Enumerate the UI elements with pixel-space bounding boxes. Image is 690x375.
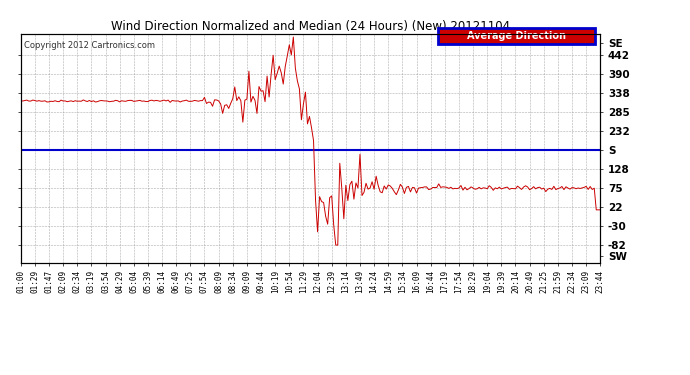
Text: Average Direction: Average Direction	[466, 31, 566, 41]
FancyBboxPatch shape	[438, 28, 595, 44]
Text: Copyright 2012 Cartronics.com: Copyright 2012 Cartronics.com	[23, 40, 155, 50]
Title: Wind Direction Normalized and Median (24 Hours) (New) 20121104: Wind Direction Normalized and Median (24…	[111, 20, 510, 33]
